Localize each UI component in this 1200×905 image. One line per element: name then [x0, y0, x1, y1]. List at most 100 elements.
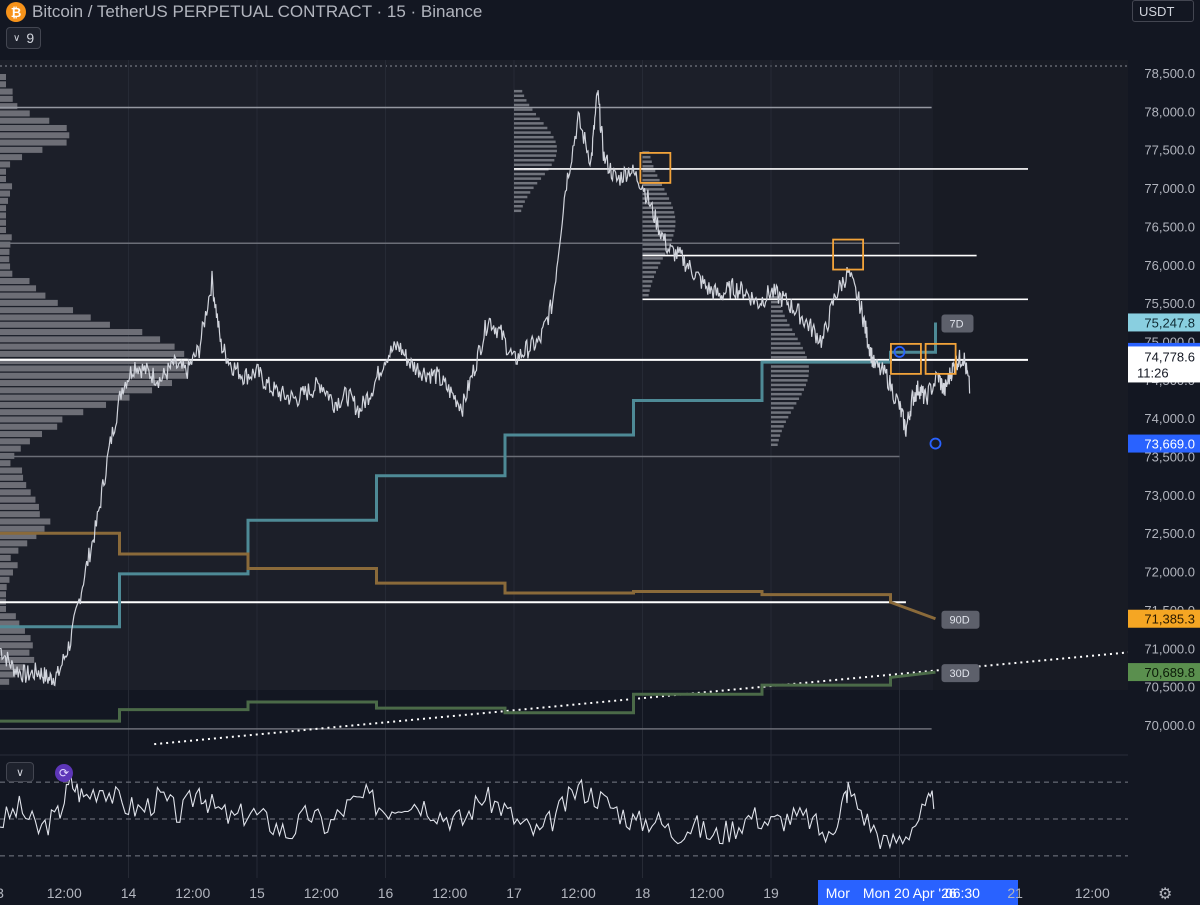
session-profile-bar — [642, 247, 668, 251]
session-profile-bar — [514, 191, 531, 194]
session-profile-bar — [642, 188, 665, 191]
session-profile-bar — [771, 383, 806, 387]
gear-icon[interactable]: ⚙ — [1158, 886, 1173, 903]
price-tick-label: 78,500.0 — [1144, 66, 1195, 81]
volume-profile-bar — [0, 554, 11, 561]
volume-profile-bar — [0, 205, 7, 212]
volume-profile-bar — [0, 234, 12, 241]
volume-profile-bar — [0, 474, 24, 481]
price-tick-label: 73,000.0 — [1144, 488, 1195, 503]
volume-profile-bar — [0, 321, 110, 328]
volume-profile-bar — [0, 103, 18, 110]
marker-price-label-bg — [1128, 434, 1200, 453]
symbol-title[interactable]: Bitcoin / TetherUS PERPETUAL CONTRACT · … — [32, 2, 483, 21]
time-tick-label: 12:00 — [1075, 885, 1110, 901]
session-profile-bar — [771, 296, 779, 299]
vwap-7d-price-label: 75,247.8 — [1144, 315, 1195, 330]
price-tick-label: 76,000.0 — [1144, 258, 1195, 273]
session-profile-bar — [514, 154, 557, 157]
bitcoin-icon: ₿ — [6, 2, 26, 22]
volume-profile-bar — [0, 460, 11, 467]
order-block-box[interactable] — [639, 151, 672, 184]
volume-profile-bar — [0, 336, 161, 343]
volume-profile-bar — [0, 671, 16, 678]
volume-profile-bar — [0, 620, 20, 627]
vwap-30d-price-label-bg — [1128, 663, 1200, 682]
volume-profile-bar — [0, 183, 13, 190]
session-profile-bar — [642, 293, 649, 297]
volume-profile-bar — [0, 154, 23, 161]
volume-profile-bar — [0, 241, 11, 248]
volume-profile-bar — [0, 642, 33, 649]
volume-profile-bar — [0, 518, 51, 525]
price-scale: 78,500.0 78,000.0 77,500.0 77,000.0 76,500.0… — [1128, 24, 1200, 884]
price-tick-label: 77,000.0 — [1144, 181, 1195, 196]
badge-background — [941, 314, 974, 333]
order-block-box[interactable] — [924, 342, 957, 375]
session-profile-bar — [514, 209, 522, 213]
volume-profile-bar — [0, 591, 6, 598]
volume-profile-bar — [0, 562, 18, 569]
price-tick-label: 72,500.0 — [1144, 526, 1195, 541]
volume-profile-bar — [0, 248, 10, 255]
vwap-30d-price-label: 70,689.8 — [1144, 665, 1195, 680]
volume-profile-bar — [0, 81, 6, 88]
vwap-90d-price-label: 71,385.3 — [1144, 612, 1195, 627]
volume-profile-bar — [0, 416, 63, 423]
session-profile-bar — [771, 411, 791, 414]
session-profile-bar — [771, 305, 781, 308]
volume-profile-bar — [0, 168, 6, 175]
order-block-box[interactable] — [832, 238, 864, 271]
session-profile-bar — [771, 415, 789, 419]
session-profile-bar — [642, 224, 676, 228]
session-profile-bar — [771, 438, 779, 442]
rsi-pane: 75.0050.0025.0061.85 — [0, 766, 1182, 873]
vwap-90d-price-label-bg — [1128, 609, 1200, 628]
session-profile-bar — [514, 181, 538, 185]
alert-marker[interactable] — [893, 346, 906, 358]
time-tick-label: Mor — [826, 885, 850, 901]
alert-marker[interactable] — [929, 437, 942, 450]
price-tick-label: 77,500.0 — [1144, 143, 1195, 158]
session-profile-bar — [642, 261, 661, 265]
last-price-label: 74,778.6 — [1144, 349, 1195, 364]
vwap-7d-badge: 7D — [941, 314, 974, 333]
session-profile-bar — [771, 300, 780, 304]
volume-profile-bar — [0, 292, 46, 299]
session-profile-bar — [514, 149, 557, 153]
price-tick-label: 72,000.0 — [1144, 565, 1195, 580]
chevron-down-icon: ∨ — [13, 32, 21, 44]
annotation-layer — [639, 151, 957, 450]
volume-profile-bar — [0, 584, 7, 591]
collapse-pane-button[interactable]: ∨ — [6, 762, 34, 782]
session-profile-bar — [771, 443, 778, 447]
price-tick-label: 78,000.0 — [1144, 104, 1195, 119]
time-tick-label: 12:00 — [175, 885, 210, 901]
volume-profile-bar — [0, 496, 36, 503]
rsi-indicator-icon[interactable]: ⟳ — [55, 764, 73, 782]
session-profile-bar — [514, 103, 530, 107]
chevron-down-icon: ∨ — [15, 766, 25, 779]
session-profile-bar — [642, 178, 660, 182]
indicator-toggle-button[interactable]: ∨ 9 — [6, 27, 42, 49]
session-profile-bar — [642, 165, 654, 168]
volume-profile-bar — [0, 380, 173, 387]
crosshair-time-highlight — [818, 880, 1018, 905]
badge-background — [941, 664, 980, 683]
order-block-box[interactable] — [890, 342, 922, 375]
volume-profile-bar — [0, 358, 188, 365]
price-tick-label: 75,500.0 — [1144, 296, 1195, 311]
session-profile-bar — [514, 94, 525, 98]
session-profile-bar — [771, 402, 797, 405]
chart-background-layer — [0, 60, 1200, 905]
time-tick-label: 12:00 — [432, 885, 467, 901]
session-profile-bar — [514, 145, 557, 148]
volume-profile-bar — [0, 401, 107, 408]
volume-profile-bar — [0, 576, 10, 583]
grid-layer — [128, 60, 900, 878]
volume-profile-bar — [0, 285, 37, 292]
currency-selector[interactable]: USDT — [1132, 0, 1194, 22]
session-profile-bar — [771, 337, 798, 341]
volume-profile-bar — [0, 190, 11, 197]
